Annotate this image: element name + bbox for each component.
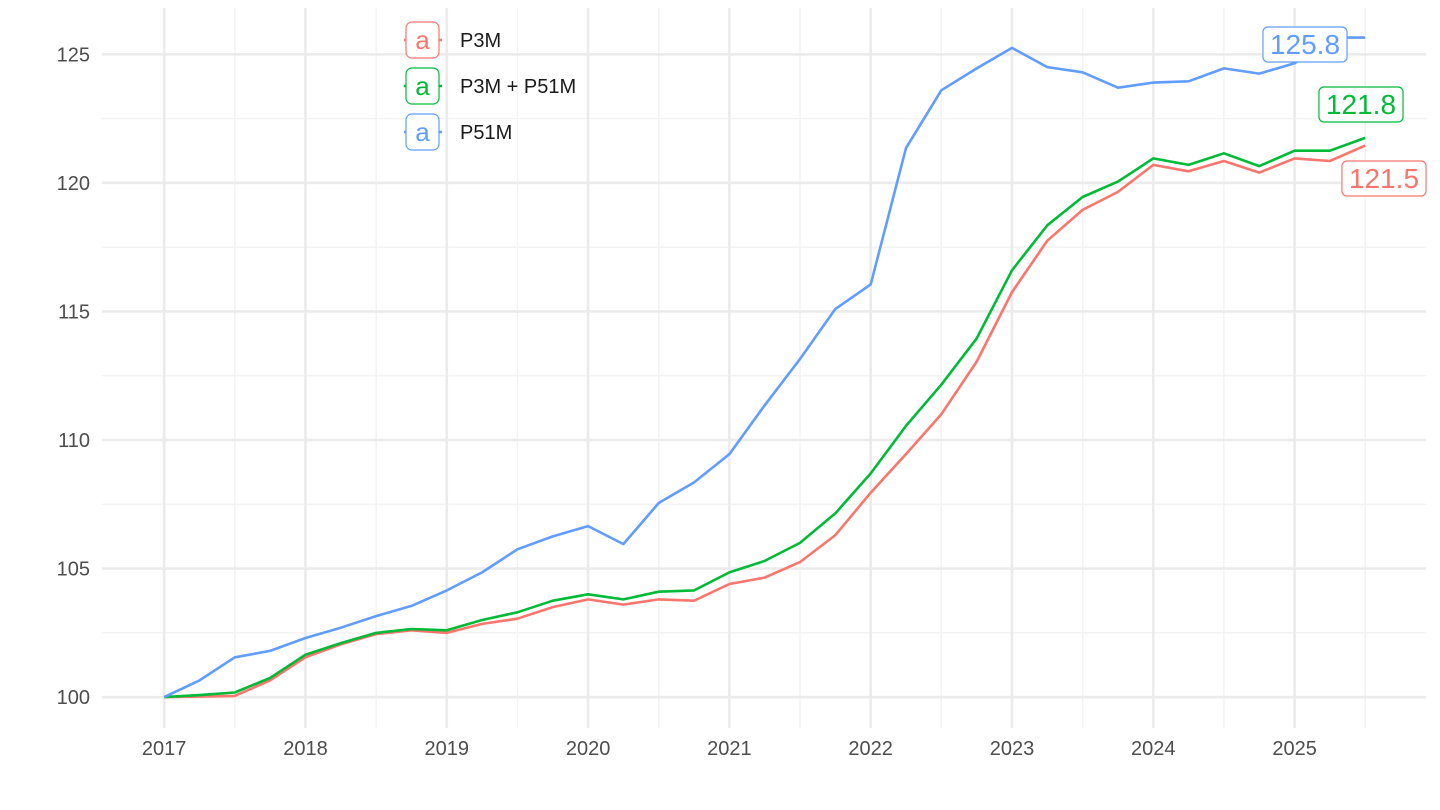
series-line	[164, 136, 1366, 699]
legend-label: P51M	[460, 122, 512, 144]
end-label-text: 121.8	[1326, 89, 1396, 120]
legend-item: a P51M	[404, 113, 512, 151]
x-tick-label: 2021	[707, 738, 752, 760]
legend-item: a P3M + P51M	[404, 67, 576, 105]
x-tick-label: 2019	[425, 738, 470, 760]
major-gridlines	[102, 8, 1426, 728]
end-label-box	[1262, 26, 1348, 63]
legend-key-box	[405, 21, 440, 59]
end-label: 121.8	[1318, 86, 1404, 123]
x-tick-label: 2023	[990, 738, 1035, 760]
legend-key-glyph: a	[415, 117, 430, 147]
end-label: 125.8	[1262, 26, 1348, 63]
y-axis-tick-labels: 100 105 110 115 120 125	[57, 44, 90, 709]
legend-key-glyph: a	[415, 71, 430, 101]
end-value-labels: 121.5 121.8 125.8	[1262, 26, 1427, 197]
legend-key-box	[405, 67, 440, 105]
x-tick-label: 2017	[142, 738, 187, 760]
y-tick-label: 100	[57, 687, 90, 709]
end-label-text: 125.8	[1270, 29, 1340, 60]
legend-label: P3M	[460, 30, 501, 52]
x-axis-tick-labels: 2017 2018 2019 2020 2021 2022 2023 2024 2025	[142, 738, 1317, 760]
y-tick-label: 110	[58, 430, 90, 452]
y-tick-label: 105	[57, 559, 90, 581]
minor-gridlines	[102, 8, 1426, 728]
end-label-text: 121.5	[1349, 163, 1419, 194]
legend: a P3M a P3M + P51M a P51M	[404, 21, 576, 151]
end-label-box	[1341, 160, 1427, 197]
legend-key-box	[405, 113, 440, 151]
series-line	[164, 144, 1366, 699]
legend-label: P3M + P51M	[460, 76, 576, 98]
y-tick-label: 125	[57, 44, 90, 66]
legend-item: a P3M	[404, 21, 501, 59]
series-line	[163, 36, 1366, 699]
x-tick-label: 2018	[283, 738, 328, 760]
x-tick-label: 2020	[566, 738, 611, 760]
series-lines	[163, 36, 1366, 699]
y-tick-label: 120	[57, 173, 90, 195]
x-tick-label: 2025	[1272, 738, 1317, 760]
x-tick-label: 2022	[848, 738, 893, 760]
y-tick-label: 115	[58, 301, 90, 323]
legend-key-glyph: a	[415, 25, 430, 55]
end-label: 121.5	[1341, 160, 1427, 197]
x-tick-label: 2024	[1131, 738, 1176, 760]
end-label-box	[1318, 86, 1404, 123]
